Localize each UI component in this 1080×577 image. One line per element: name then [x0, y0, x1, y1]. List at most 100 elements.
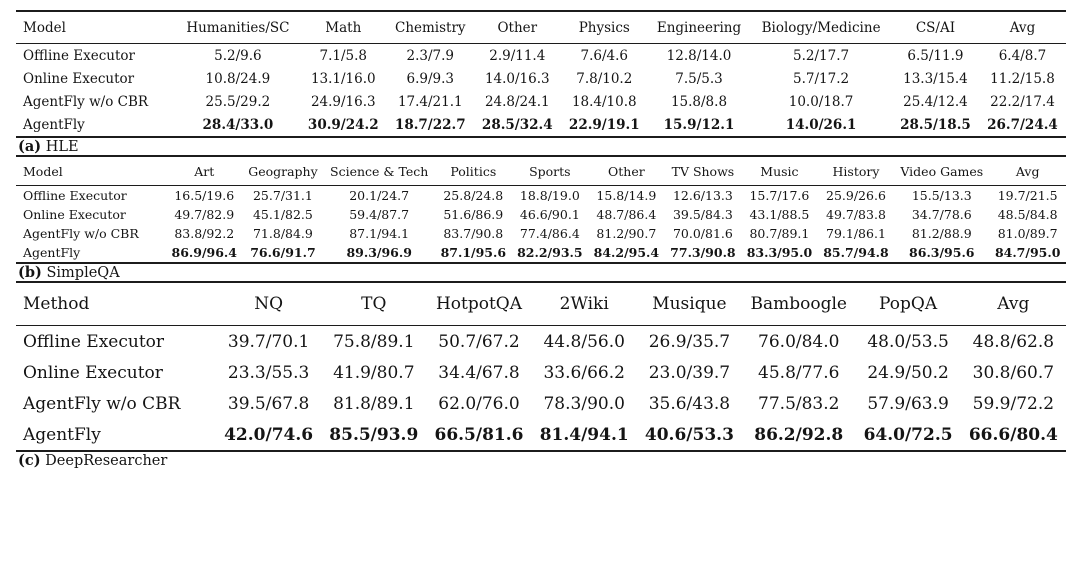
column-header: Humanities/SC: [186, 19, 290, 36]
data-cell: 7.1/5.8: [319, 47, 368, 64]
data-cell: 77.4/86.4: [519, 226, 580, 241]
data-cell: 35.6/43.8: [648, 393, 731, 414]
data-cell: 81.2/90.7: [596, 226, 657, 241]
column-header: 2Wiki: [559, 294, 609, 314]
data-cell: 25.7/31.1: [252, 188, 313, 203]
data-cell: 7.6/4.6: [580, 47, 629, 64]
data-cell: 6.5/11.9: [907, 47, 964, 64]
column-header: Chemistry: [394, 19, 466, 36]
row-label: AgentFly: [23, 116, 85, 133]
data-cell: 39.7/70.1: [227, 331, 310, 352]
data-cell: 10.8/24.9: [205, 70, 271, 87]
data-cell: 62.0/76.0: [438, 393, 520, 414]
data-cell: 7.5/5.3: [675, 70, 723, 87]
column-header: Music: [760, 163, 799, 179]
row-label: AgentFly: [23, 424, 101, 445]
column-header: NQ: [254, 294, 283, 314]
data-cell: 22.2/17.4: [990, 93, 1055, 110]
table-row: AgentFly 86.9/96.4 76.6/91.7 89.3/96.9 87.1/…: [16, 243, 1066, 263]
data-cell: 2.3/7.9: [406, 47, 455, 64]
data-cell: 76.6/91.7: [250, 245, 316, 260]
data-cell: 34.4/67.8: [438, 362, 520, 383]
data-cell: 45.8/77.6: [758, 362, 840, 383]
data-cell: 86.2/92.8: [754, 424, 844, 445]
table-row: Offline Executor 16.5/19.6 25.7/31.1 20.1/2…: [16, 186, 1066, 206]
data-cell: 26.9/35.7: [648, 331, 731, 352]
data-cell: 49.7/82.9: [174, 207, 235, 222]
data-cell: 83.3/95.0: [746, 245, 813, 260]
data-cell: 15.9/12.1: [663, 116, 735, 133]
column-header: TQ: [361, 294, 387, 314]
column-header: Geography: [248, 163, 318, 179]
data-cell: 80.7/89.1: [749, 226, 810, 241]
data-cell: 13.1/16.0: [310, 70, 376, 87]
data-cell: 12.6/13.3: [672, 188, 733, 203]
data-cell: 28.4/33.0: [202, 116, 274, 133]
data-cell: 59.9/72.2: [972, 393, 1055, 414]
table-row: AgentFly w/o CBR 83.8/92.2 71.8/84.9 87.1/9…: [16, 224, 1066, 243]
column-header: Art: [194, 163, 215, 179]
table-row: Offline Executor 5.2/9.6 7.1/5.8 2.3/7.9 2.9…: [16, 44, 1066, 68]
data-cell: 64.0/72.5: [863, 424, 953, 445]
simpleqa-caption: (b) SimpleQA: [16, 264, 1066, 281]
data-cell: 23.3/55.3: [227, 362, 310, 383]
data-cell: 24.9/16.3: [310, 93, 376, 110]
row-label: Offline Executor: [23, 188, 127, 203]
data-cell: 14.0/16.3: [484, 70, 550, 87]
data-cell: 26.7/24.4: [987, 116, 1058, 133]
data-cell: 6.9/9.3: [406, 70, 455, 87]
column-header: Method: [23, 294, 90, 314]
data-cell: 77.5/83.2: [758, 393, 840, 414]
data-cell: 82.2/93.5: [517, 245, 583, 260]
table-row: Online Executor 10.8/24.9 13.1/16.0 6.9/9.3…: [16, 67, 1066, 90]
column-header: Sports: [529, 163, 571, 179]
table-row: AgentFly 28.4/33.0 30.9/24.2 18.7/22.7 28.5/…: [16, 113, 1066, 137]
data-cell: 14.0/26.1: [785, 116, 857, 133]
deepresearcher-caption: (c) DeepResearcher: [16, 452, 1066, 469]
data-cell: 5.2/9.6: [214, 47, 262, 64]
data-cell: 85.5/93.9: [329, 424, 419, 445]
data-cell: 28.5/18.5: [900, 116, 971, 133]
data-cell: 17.4/21.1: [397, 93, 463, 110]
data-cell: 75.8/89.1: [333, 331, 415, 352]
hle-results-table: Model Humanities/SC Math Chemistry Other Phys…: [16, 10, 1066, 138]
row-label: AgentFly: [23, 245, 81, 260]
data-cell: 70.0/81.6: [672, 226, 733, 241]
data-cell: 25.8/24.8: [443, 188, 504, 203]
data-cell: 48.5/84.8: [997, 207, 1058, 222]
column-header: Other: [608, 163, 645, 179]
data-cell: 84.2/95.4: [593, 245, 660, 260]
data-cell: 18.7/22.7: [394, 116, 466, 133]
data-cell: 30.8/60.7: [972, 362, 1055, 383]
column-header: History: [832, 163, 880, 179]
data-cell: 50.7/67.2: [438, 331, 520, 352]
data-cell: 15.8/14.9: [596, 188, 657, 203]
data-cell: 66.5/81.6: [434, 424, 524, 445]
data-cell: 16.5/19.6: [174, 188, 235, 203]
data-cell: 24.9/50.2: [867, 362, 949, 383]
data-cell: 48.0/53.5: [867, 331, 949, 352]
data-cell: 12.8/14.0: [666, 47, 732, 64]
simpleqa-table-section: Model Art Geography Science & Tech Politics S…: [16, 155, 1066, 281]
data-cell: 28.5/32.4: [481, 116, 553, 133]
column-header: Model: [23, 19, 66, 36]
data-cell: 83.8/92.2: [174, 226, 235, 241]
data-cell: 76.0/84.0: [758, 331, 840, 352]
data-cell: 2.9/11.4: [489, 47, 546, 64]
caption-label: (b): [18, 264, 42, 281]
table-row: Online Executor 49.7/82.9 45.1/82.5 59.4/87…: [16, 205, 1066, 224]
data-cell: 57.9/63.9: [867, 393, 949, 414]
data-cell: 25.9/26.6: [826, 188, 886, 203]
data-cell: 5.2/17.7: [793, 47, 850, 64]
column-header: HotpotQA: [435, 294, 523, 314]
data-cell: 39.5/67.8: [227, 393, 310, 414]
column-header: CS/AI: [915, 19, 956, 36]
caption-text: SimpleQA: [46, 265, 120, 281]
data-cell: 78.3/90.0: [543, 393, 625, 414]
deepresearcher-results-table: Method NQ TQ HotpotQA 2Wiki Musique Bamboogle P…: [16, 281, 1066, 452]
data-cell: 20.1/24.7: [349, 188, 410, 203]
column-header: Bamboogle: [750, 294, 847, 314]
table-row: Offline Executor 39.7/70.1 75.8/89.1 50.7/6…: [16, 326, 1066, 358]
data-cell: 45.1/82.5: [252, 207, 313, 222]
column-header: Other: [497, 19, 538, 36]
